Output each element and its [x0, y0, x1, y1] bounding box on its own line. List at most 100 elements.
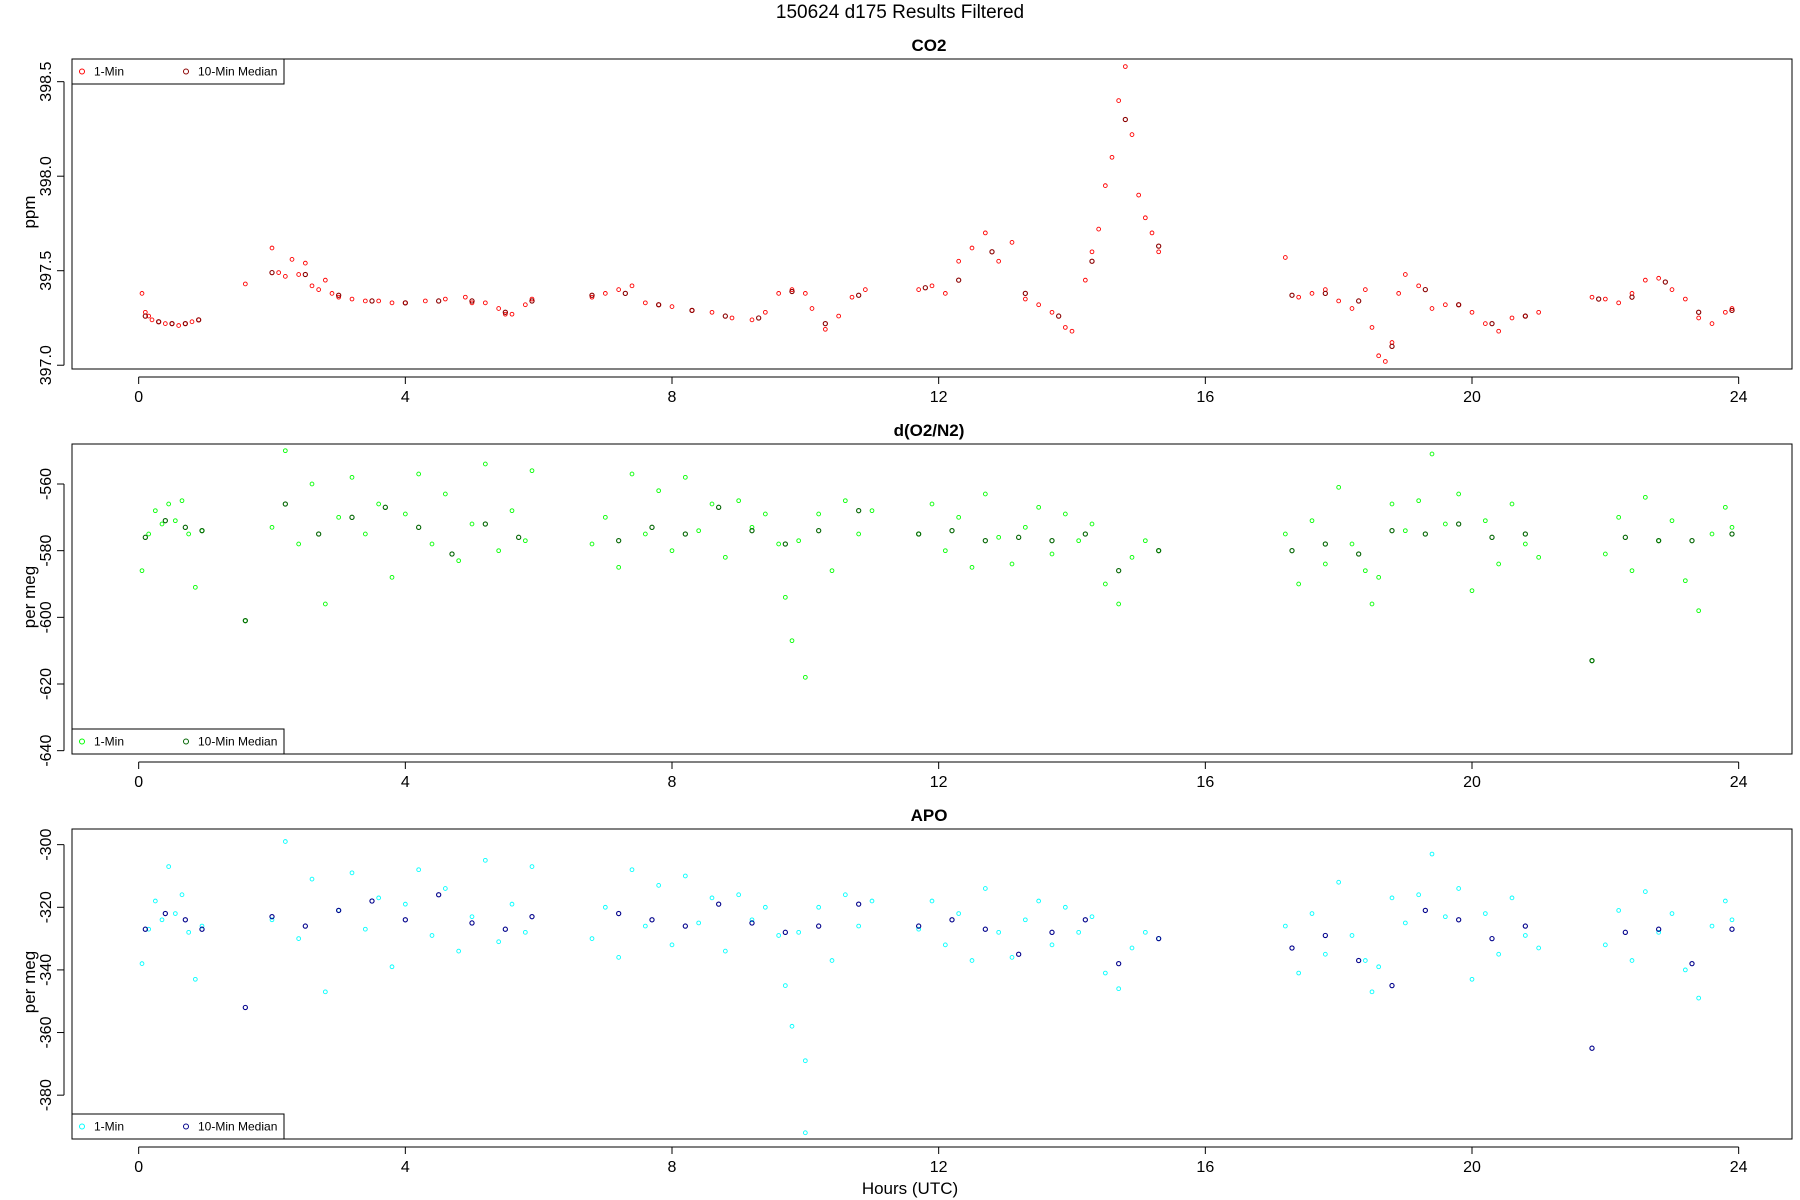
data-point	[389, 574, 395, 580]
data-point	[602, 904, 608, 910]
data-point	[1456, 491, 1462, 497]
data-point	[362, 298, 368, 304]
data-point	[1509, 315, 1515, 321]
data-point	[1456, 521, 1462, 527]
data-point	[469, 914, 475, 920]
data-point	[802, 1058, 808, 1064]
data-point	[282, 448, 288, 454]
data-point	[1089, 258, 1095, 264]
plot-panel-2: 0 4 8 12 16 20 24 -380 -360 -340 -320 -300 1-Min 10-M…	[38, 828, 1793, 1176]
data-point	[969, 245, 975, 251]
data-point	[502, 309, 508, 315]
data-point	[956, 911, 962, 916]
data-point	[416, 524, 422, 530]
data-point	[1696, 309, 1702, 315]
data-point	[856, 531, 862, 537]
data-point	[182, 524, 188, 530]
data-point	[589, 294, 595, 300]
data-point	[1669, 911, 1675, 916]
data-point	[1349, 933, 1355, 938]
data-point	[1156, 935, 1162, 942]
data-point	[1442, 914, 1448, 920]
data-point	[1102, 581, 1108, 587]
data-point	[192, 584, 198, 590]
data-point	[376, 298, 382, 304]
data-point	[1696, 315, 1702, 321]
data-point	[336, 292, 342, 298]
data-point	[199, 528, 205, 534]
x-tick-label: 16	[1196, 1159, 1214, 1176]
data-point	[1602, 551, 1608, 557]
data-point	[302, 260, 308, 266]
data-point	[789, 288, 795, 295]
data-point	[1656, 275, 1662, 281]
x-tick-label: 16	[1196, 389, 1214, 406]
data-point	[166, 864, 172, 869]
data-point	[1656, 929, 1662, 935]
data-point	[1402, 272, 1408, 277]
data-point	[616, 910, 622, 917]
data-point	[1456, 886, 1462, 891]
x-tick-label: 4	[401, 1159, 410, 1176]
data-point	[189, 319, 195, 325]
data-point	[716, 901, 722, 907]
data-point	[376, 895, 382, 901]
data-point	[529, 298, 535, 304]
data-point	[1509, 501, 1515, 507]
data-point	[982, 886, 988, 891]
data-point	[1396, 291, 1402, 296]
data-point	[282, 501, 288, 507]
data-point	[982, 491, 988, 497]
data-point	[1602, 942, 1608, 948]
data-point	[1389, 895, 1395, 901]
data-point	[166, 501, 172, 507]
data-point	[616, 538, 622, 544]
data-point	[802, 291, 808, 296]
data-point	[776, 933, 782, 938]
data-point	[1522, 541, 1528, 547]
data-point	[442, 491, 448, 497]
data-point	[1429, 851, 1435, 857]
data-point	[309, 283, 315, 289]
data-point	[589, 936, 595, 941]
data-point	[162, 321, 168, 326]
plot-frame	[71, 58, 1793, 370]
data-point	[1642, 494, 1648, 500]
data-point	[1049, 538, 1055, 544]
y-tick-label: 398.5	[38, 62, 55, 102]
data-point	[949, 528, 955, 534]
data-point	[782, 929, 788, 935]
plot-panel-0: 0 4 8 12 16 20 24 397.0 397.5 398.0 398.5 1-Min 10-M…	[38, 58, 1793, 406]
data-point	[1422, 531, 1428, 537]
legend-marker	[183, 1123, 189, 1130]
legend-marker	[79, 738, 85, 745]
data-point	[669, 304, 675, 309]
data-point	[1356, 551, 1362, 557]
data-point	[689, 307, 695, 314]
data-point	[269, 917, 275, 923]
data-point	[916, 926, 922, 932]
y-tick-label: -360	[38, 1016, 55, 1048]
data-point	[589, 541, 595, 547]
data-point	[502, 311, 508, 317]
data-point	[402, 511, 408, 517]
data-point	[146, 926, 152, 932]
data-point	[1049, 309, 1055, 315]
data-point	[502, 926, 508, 932]
data-point	[1489, 534, 1495, 540]
data-point	[429, 541, 435, 547]
panel-o2n2-title: d(O2/N2)	[894, 421, 965, 440]
data-point	[669, 548, 675, 554]
data-point	[1049, 551, 1055, 557]
data-point	[429, 933, 435, 938]
data-point	[802, 674, 808, 680]
data-point	[1596, 296, 1602, 302]
data-point	[402, 917, 408, 923]
data-point	[982, 926, 988, 932]
data-point	[482, 521, 488, 527]
data-point	[1096, 226, 1102, 232]
data-point	[789, 287, 795, 292]
data-point	[402, 901, 408, 907]
legend-label: 1-Min	[94, 735, 124, 749]
data-point	[1116, 960, 1122, 967]
